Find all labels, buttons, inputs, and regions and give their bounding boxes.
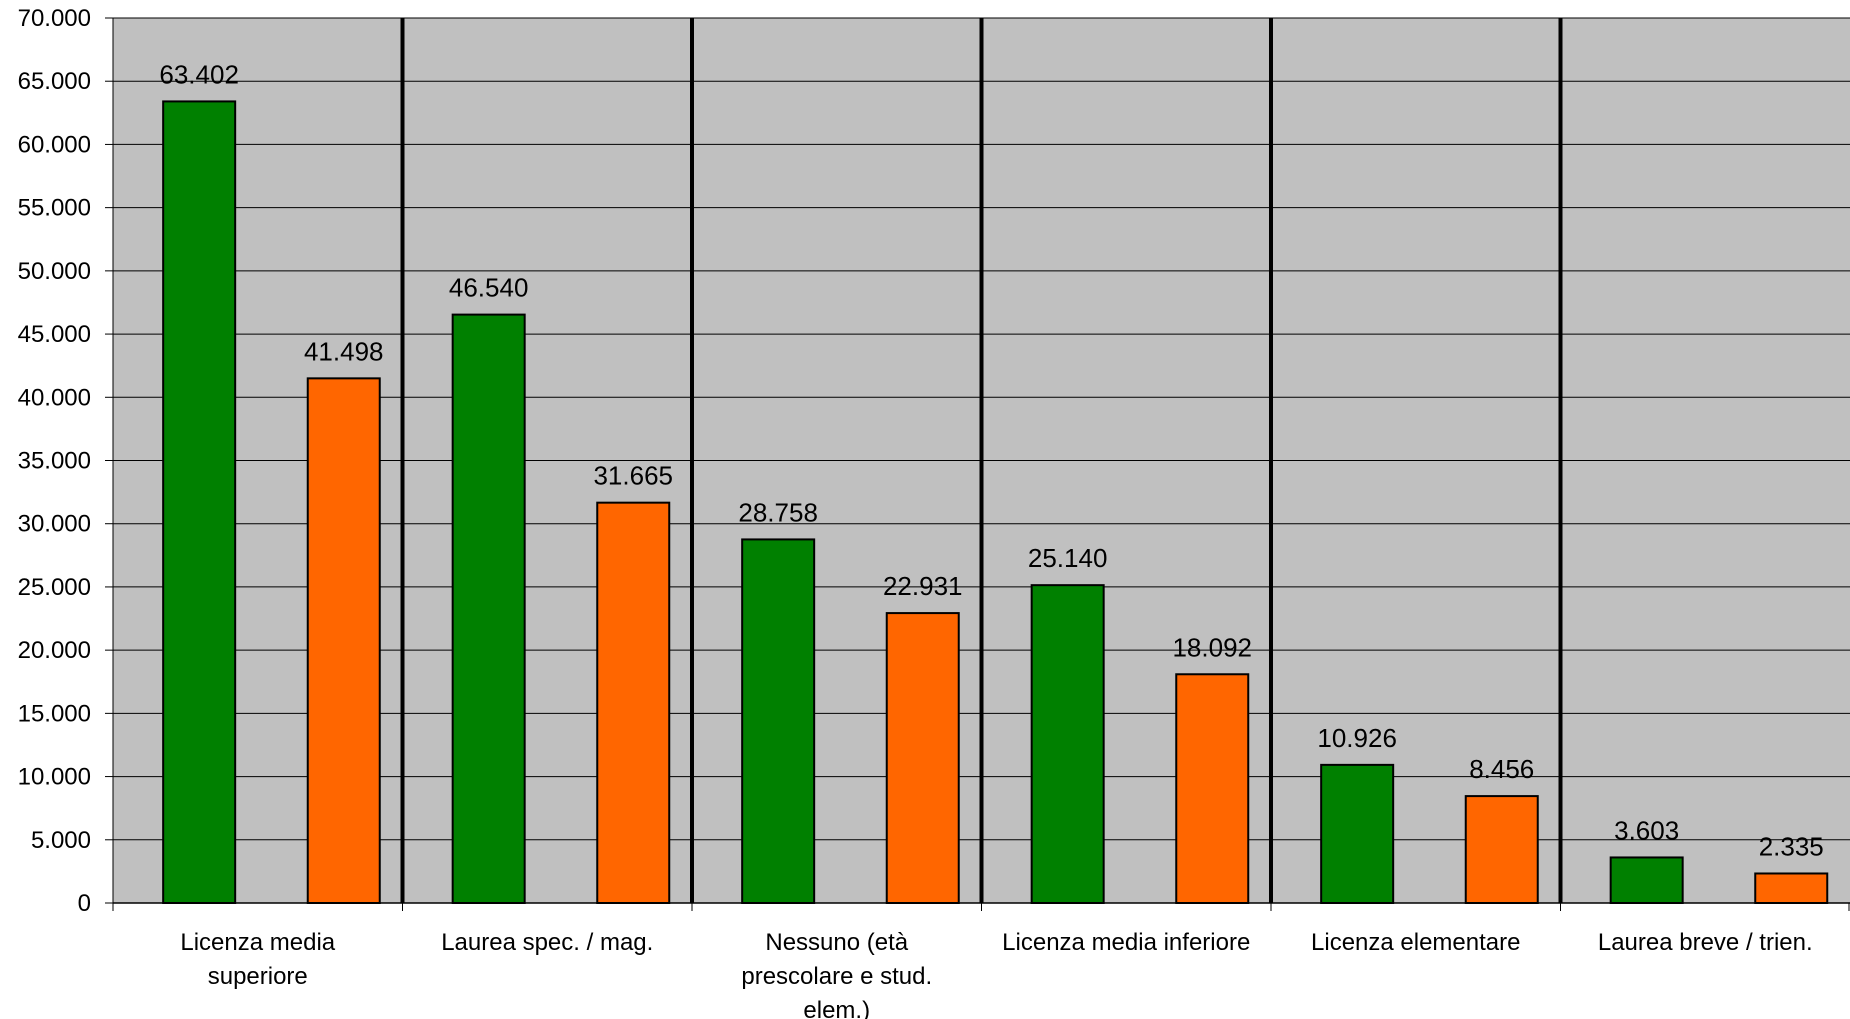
data-label: 46.540 bbox=[449, 273, 529, 303]
y-tick-label: 10.000 bbox=[18, 764, 91, 791]
data-label: 25.140 bbox=[1028, 543, 1108, 573]
x-tick-label-line: Licenza media bbox=[180, 929, 335, 956]
bar-series-2 bbox=[885, 612, 960, 905]
data-label: 31.665 bbox=[593, 461, 673, 491]
bar-series-1 bbox=[162, 100, 237, 905]
y-tick-label: 30.000 bbox=[18, 511, 91, 538]
x-tick-label-line: superiore bbox=[208, 963, 308, 990]
x-tick-label: Laurea breve / trien. bbox=[1598, 929, 1813, 956]
bar-series-1 bbox=[1320, 763, 1395, 904]
x-tick-label-line: Licenza elementare bbox=[1311, 929, 1520, 956]
bar-series-2 bbox=[306, 377, 381, 904]
y-tick-label: 60.000 bbox=[18, 131, 91, 158]
y-tick-label: 50.000 bbox=[18, 258, 91, 285]
data-label: 8.456 bbox=[1469, 754, 1534, 784]
x-tick-label-line: Laurea breve / trien. bbox=[1598, 929, 1813, 956]
bar-series-1 bbox=[741, 538, 816, 904]
data-label: 2.335 bbox=[1759, 831, 1824, 861]
y-tick-label: 45.000 bbox=[18, 321, 91, 348]
data-label: 10.926 bbox=[1317, 723, 1397, 753]
data-label: 3.603 bbox=[1614, 815, 1679, 845]
x-tick-label: Licenza elementare bbox=[1311, 929, 1520, 956]
y-tick-label: 20.000 bbox=[18, 637, 91, 664]
bar-series-1 bbox=[451, 313, 526, 904]
bar-series-1 bbox=[1030, 584, 1105, 904]
x-tick-label-line: prescolare e stud. bbox=[741, 963, 932, 990]
data-label: 22.931 bbox=[883, 571, 963, 601]
x-tick-label-line: Laurea spec. / mag. bbox=[441, 929, 653, 956]
y-tick-label: 40.000 bbox=[18, 384, 91, 411]
y-tick-label: 35.000 bbox=[18, 448, 91, 475]
data-label: 18.092 bbox=[1172, 632, 1252, 662]
data-label: 28.758 bbox=[738, 497, 818, 527]
bar-series-2 bbox=[1464, 795, 1539, 904]
y-tick-label: 0 bbox=[78, 890, 91, 917]
x-tick-label: Licenza media superiore bbox=[180, 929, 335, 990]
y-tick-label: 25.000 bbox=[18, 574, 91, 601]
x-tick-label: Nessuno (età prescolare e stud. elem.) bbox=[741, 929, 932, 1019]
y-tick-label: 55.000 bbox=[18, 195, 91, 222]
x-tick-label: Licenza media inferiore bbox=[1002, 929, 1250, 956]
data-label: 41.498 bbox=[304, 336, 384, 366]
bar-series-2 bbox=[1175, 673, 1250, 905]
x-tick-label: Laurea spec. / mag. bbox=[441, 929, 653, 956]
x-tick-label-line: Licenza media inferiore bbox=[1002, 929, 1250, 956]
y-tick-label: 5.000 bbox=[31, 827, 91, 854]
y-tick-label: 15.000 bbox=[18, 700, 91, 727]
y-tick-label: 70.000 bbox=[18, 5, 91, 32]
bar-series-1 bbox=[1609, 856, 1684, 905]
y-tick-label: 65.000 bbox=[18, 68, 91, 95]
x-tick-label-line: elem.) bbox=[803, 997, 870, 1019]
bar-series-2 bbox=[1754, 872, 1829, 905]
data-label: 63.402 bbox=[159, 59, 239, 89]
bar-series-2 bbox=[596, 501, 671, 904]
x-tick-label-line: Nessuno (età bbox=[765, 929, 908, 956]
